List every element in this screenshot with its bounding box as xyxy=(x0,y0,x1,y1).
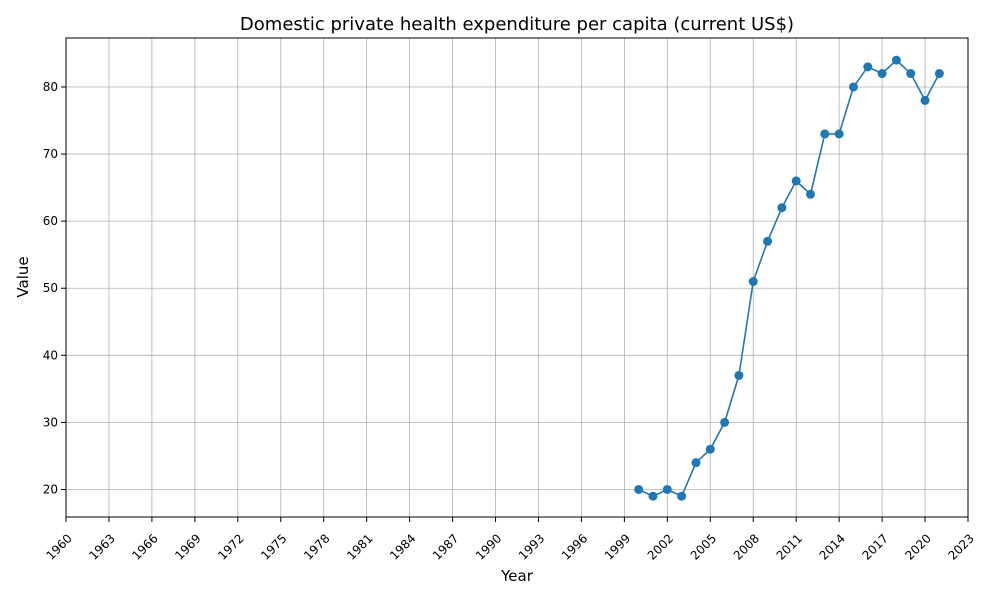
data-point xyxy=(877,69,887,79)
y-tick-label: 40 xyxy=(43,348,58,362)
data-point xyxy=(934,69,944,79)
y-tick-label: 30 xyxy=(43,415,58,429)
y-tick-label: 20 xyxy=(43,482,58,496)
series-layer xyxy=(634,55,944,501)
y-tick-label: 70 xyxy=(43,147,58,161)
data-point xyxy=(662,484,672,494)
data-point xyxy=(634,484,644,494)
data-point xyxy=(777,203,787,213)
data-point xyxy=(705,444,715,454)
plot-frame xyxy=(65,37,969,518)
data-point xyxy=(834,129,844,139)
data-point xyxy=(677,491,687,501)
chart-title: Domestic private health expenditure per … xyxy=(240,14,794,35)
grid-lines xyxy=(65,38,969,517)
series-line xyxy=(638,59,941,498)
data-point xyxy=(848,82,858,92)
data-point xyxy=(863,62,873,72)
y-tick-label: 50 xyxy=(43,281,58,295)
data-point xyxy=(791,176,801,186)
data-point xyxy=(648,491,658,501)
x-axis-label: Year xyxy=(500,567,534,585)
data-point xyxy=(820,129,830,139)
y-axis-label: Value xyxy=(14,256,32,297)
data-point xyxy=(720,417,730,427)
data-point xyxy=(891,55,901,65)
data-point xyxy=(906,69,916,79)
data-point xyxy=(806,189,816,199)
data-point xyxy=(920,95,930,105)
data-point xyxy=(734,370,744,380)
y-tick-label: 80 xyxy=(43,80,58,94)
data-point xyxy=(763,236,773,246)
data-point xyxy=(691,458,701,468)
y-tick-label: 60 xyxy=(43,214,58,228)
data-point xyxy=(748,277,758,287)
